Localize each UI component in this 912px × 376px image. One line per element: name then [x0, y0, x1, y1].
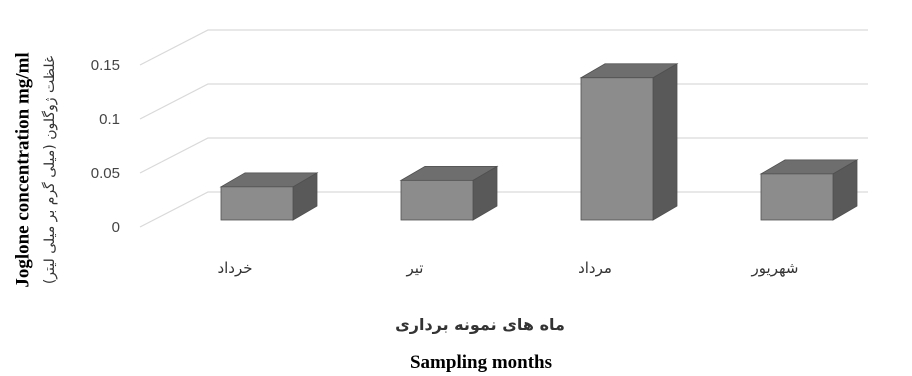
- category-label: شهریور: [751, 259, 799, 277]
- bar: [759, 159, 859, 221]
- bar-front: [580, 77, 654, 221]
- gridline: [139, 29, 868, 66]
- category-label: تیر: [406, 259, 424, 277]
- y-axis-label-persian: غلظت ژوگلون (میلی گرم بر میلی لیتر): [41, 56, 58, 284]
- category-label: مرداد: [578, 259, 612, 277]
- bar: [579, 63, 679, 221]
- y-tick-label: 0.15: [91, 57, 120, 74]
- y-axis-label-persian-group: غلظت ژوگلون (میلی گرم بر میلی لیتر): [41, 56, 58, 284]
- y-tick-label: 0: [112, 219, 120, 236]
- x-axis-label-persian: ماه های نمونه برداری: [395, 315, 565, 334]
- x-axis-label: Sampling months: [410, 352, 552, 373]
- category-labels: خرداد تیر مرداد شهریور: [217, 259, 798, 277]
- bars: [219, 63, 859, 221]
- y-axis-label: Joglone concentration mg/ml: [12, 52, 33, 287]
- bar-side: [652, 63, 678, 221]
- y-tick-labels: 0 0.05 0.1 0.15: [91, 57, 120, 236]
- bar-front: [400, 179, 474, 221]
- y-axis-label-group: Joglone concentration mg/ml: [12, 52, 33, 287]
- gridline: [139, 83, 868, 120]
- y-tick-label: 0.1: [99, 111, 120, 128]
- bar-front: [760, 173, 834, 221]
- bar: [399, 165, 499, 221]
- bar: [219, 172, 319, 221]
- gridline: [139, 137, 868, 174]
- category-label: خرداد: [217, 259, 252, 277]
- bar-front: [220, 186, 294, 221]
- y-tick-label: 0.05: [91, 165, 120, 182]
